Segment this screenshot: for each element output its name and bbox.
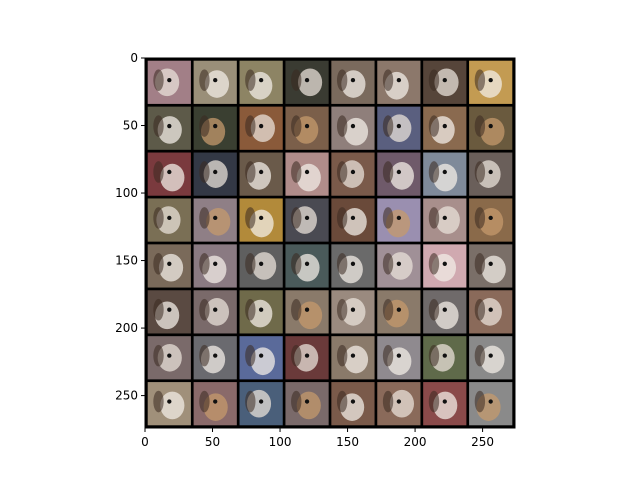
dog-image-tile — [331, 336, 375, 380]
y-tick-label: 250 — [115, 389, 138, 403]
dog-image-tile — [193, 152, 237, 196]
dog-image-tile — [423, 336, 467, 380]
y-axis: 0 50 100 150 200 250 — [115, 51, 145, 403]
dog-image-tile — [285, 290, 329, 334]
dog-image-tile — [239, 60, 283, 104]
dog-image-tile — [469, 152, 513, 196]
image-grid — [145, 58, 515, 428]
x-tick-label: 150 — [336, 435, 359, 449]
dog-image-tile — [377, 336, 421, 380]
dog-image-tile — [331, 244, 375, 288]
dog-image-tile — [285, 198, 329, 242]
dog-image-tile — [331, 290, 375, 334]
dog-image-tile — [147, 290, 191, 334]
dog-image-tile — [331, 152, 375, 196]
dog-image-tile — [193, 106, 237, 150]
dog-image-tile — [377, 198, 421, 242]
y-tick-label: 100 — [115, 186, 138, 200]
dog-image-tile — [423, 152, 467, 196]
dog-image-tile — [423, 198, 467, 242]
axes-frame — [144, 57, 516, 429]
dog-image-tile — [377, 106, 421, 150]
x-axis: 0 50 100 150 200 250 — [141, 428, 494, 449]
dog-image-tile — [147, 336, 191, 380]
dog-image-tile — [377, 290, 421, 334]
dog-image-tile — [193, 244, 237, 288]
dog-image-tile — [469, 60, 513, 104]
dog-image-tile — [193, 290, 237, 334]
dog-image-tile — [469, 382, 513, 426]
dog-image-tile — [239, 336, 283, 380]
dog-image-tile — [469, 244, 513, 288]
dog-image-tile — [193, 198, 237, 242]
dog-image-tile — [377, 60, 421, 104]
dog-image-tile — [285, 382, 329, 426]
dog-image-tile — [285, 60, 329, 104]
dog-image-tile — [423, 106, 467, 150]
dog-image-tile — [239, 382, 283, 426]
dog-image-tile — [469, 198, 513, 242]
x-tick-label: 100 — [269, 435, 292, 449]
dog-image-tile — [423, 244, 467, 288]
dog-image-tile — [147, 106, 191, 150]
dog-image-tile — [377, 382, 421, 426]
dog-image-tile — [285, 244, 329, 288]
dog-image-tile — [193, 382, 237, 426]
dog-image-tile — [193, 336, 237, 380]
dog-image-tile — [285, 336, 329, 380]
dog-image-tile — [239, 106, 283, 150]
axes: 0 50 100 150 200 250 0 50 100 150 200 250 — [115, 51, 516, 449]
x-tick-label: 0 — [141, 435, 149, 449]
dog-image-tile — [377, 244, 421, 288]
dog-image-tile — [331, 106, 375, 150]
y-tick-label: 0 — [130, 51, 138, 65]
dog-image-tile — [331, 198, 375, 242]
dog-image-tile — [239, 290, 283, 334]
x-tick-label: 250 — [471, 435, 494, 449]
dog-image-tile — [423, 290, 467, 334]
dog-image-tile — [147, 152, 191, 196]
dog-image-tile — [147, 60, 191, 104]
dog-image-tile — [469, 336, 513, 380]
dog-image-tile — [285, 106, 329, 150]
dog-image-tile — [423, 382, 467, 426]
dog-image-tile — [331, 382, 375, 426]
dog-image-tile — [239, 198, 283, 242]
dog-image-tile — [285, 152, 329, 196]
dog-image-tile — [239, 152, 283, 196]
dog-image-tile — [331, 60, 375, 104]
y-tick-label: 200 — [115, 321, 138, 335]
x-tick-label: 200 — [404, 435, 427, 449]
x-tick-label: 50 — [205, 435, 220, 449]
dog-image-tile — [423, 60, 467, 104]
dog-image-tile — [147, 382, 191, 426]
y-tick-label: 50 — [123, 119, 138, 133]
dog-image-tile — [147, 244, 191, 288]
dog-image-tile — [239, 244, 283, 288]
dog-image-tile — [469, 106, 513, 150]
y-tick-label: 150 — [115, 254, 138, 268]
dog-image-tile — [377, 152, 421, 196]
dog-image-tile — [193, 60, 237, 104]
dog-image-tile — [469, 290, 513, 334]
dog-image-tile — [147, 198, 191, 242]
